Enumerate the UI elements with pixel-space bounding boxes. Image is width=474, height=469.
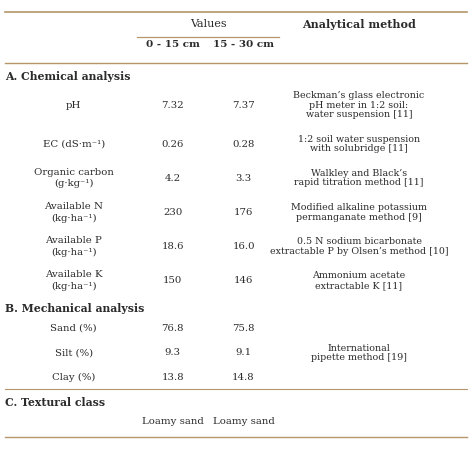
Text: 146: 146 (234, 276, 253, 285)
Text: pH: pH (66, 101, 82, 110)
Text: Available K
(kg·ha⁻¹): Available K (kg·ha⁻¹) (45, 270, 102, 291)
Text: Walkley and Black’s: Walkley and Black’s (311, 169, 407, 178)
Text: pipette method [19]: pipette method [19] (311, 353, 407, 362)
Text: 13.8: 13.8 (162, 373, 184, 382)
Text: rapid titration method [11]: rapid titration method [11] (294, 178, 424, 188)
Text: permanganate method [9]: permanganate method [9] (296, 212, 422, 221)
Text: International: International (328, 344, 391, 353)
Text: Modified alkaline potassium: Modified alkaline potassium (291, 203, 427, 212)
Text: Loamy sand: Loamy sand (213, 417, 274, 426)
Text: 0 - 15 cm: 0 - 15 cm (146, 39, 200, 48)
Text: 3.3: 3.3 (236, 174, 252, 182)
Text: water suspension [11]: water suspension [11] (306, 110, 412, 120)
Text: 1:2 soil water suspension: 1:2 soil water suspension (298, 135, 420, 144)
Text: Analytical method: Analytical method (302, 19, 416, 30)
Text: extractable K [11]: extractable K [11] (315, 281, 402, 290)
Text: extractable P by Olsen’s method [10]: extractable P by Olsen’s method [10] (270, 247, 448, 256)
Text: EC (dS·m⁻¹): EC (dS·m⁻¹) (43, 139, 105, 149)
Text: Clay (%): Clay (%) (52, 372, 95, 382)
Text: 0.5 N sodium bicarbonate: 0.5 N sodium bicarbonate (297, 237, 421, 246)
Text: 176: 176 (234, 208, 253, 217)
Text: 7.37: 7.37 (232, 101, 255, 110)
Text: B. Mechanical analysis: B. Mechanical analysis (5, 303, 145, 314)
Text: 75.8: 75.8 (232, 324, 255, 333)
Text: Available P
(kg·ha⁻¹): Available P (kg·ha⁻¹) (46, 236, 102, 257)
Text: Organic carbon
(g·kg⁻¹): Organic carbon (g·kg⁻¹) (34, 168, 114, 189)
Text: 16.0: 16.0 (232, 242, 255, 251)
Text: A. Chemical analysis: A. Chemical analysis (5, 71, 131, 82)
Text: 4.2: 4.2 (165, 174, 181, 182)
Text: 9.3: 9.3 (165, 348, 181, 357)
Text: 230: 230 (163, 208, 182, 217)
Text: C. Textural class: C. Textural class (5, 397, 106, 408)
Text: Ammonium acetate: Ammonium acetate (312, 271, 406, 280)
Text: 9.1: 9.1 (236, 348, 252, 357)
Text: Available N
(kg·ha⁻¹): Available N (kg·ha⁻¹) (44, 202, 103, 223)
Text: 14.8: 14.8 (232, 373, 255, 382)
Text: Sand (%): Sand (%) (50, 324, 97, 333)
Text: 150: 150 (163, 276, 182, 285)
Text: Loamy sand: Loamy sand (142, 417, 204, 426)
Text: Silt (%): Silt (%) (55, 348, 93, 357)
Text: 18.6: 18.6 (162, 242, 184, 251)
Text: pH meter in 1:2 soil:: pH meter in 1:2 soil: (310, 101, 409, 110)
Text: 0.26: 0.26 (162, 139, 184, 149)
Text: 7.32: 7.32 (162, 101, 184, 110)
Text: with solubridge [11]: with solubridge [11] (310, 144, 408, 153)
Text: 15 - 30 cm: 15 - 30 cm (213, 39, 274, 48)
Text: 76.8: 76.8 (162, 324, 184, 333)
Text: Values: Values (190, 19, 227, 30)
Text: 0.28: 0.28 (232, 139, 255, 149)
Text: Beckman’s glass electronic: Beckman’s glass electronic (293, 91, 425, 100)
